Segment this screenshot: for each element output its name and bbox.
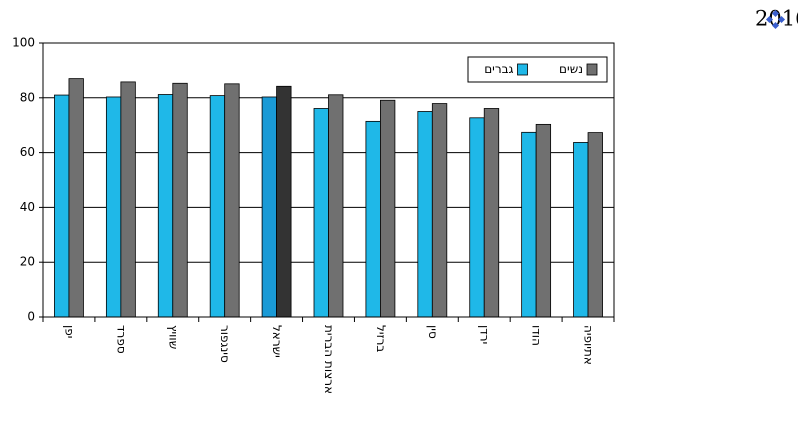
y-tick-label: 20 [20,255,35,269]
bar [469,117,485,318]
bar [483,108,500,318]
y-tick-label: 80 [20,90,35,104]
y-tick-label: 60 [20,145,35,159]
x-tick-label: סין [426,325,440,339]
legend-swatch [517,63,528,76]
x-tick-label: הודו [530,325,544,346]
legend-label: נשים [559,62,583,76]
x-tick-label: ירדן [478,325,492,344]
bar [573,142,589,318]
x-tick-label: יפן [62,325,76,338]
legend-swatch [586,63,598,76]
bar [261,96,277,318]
bar [209,95,226,318]
bar [120,81,136,318]
bar [313,108,329,318]
bar [172,82,188,318]
legend: גברים נשים [467,56,608,83]
bar [380,99,396,318]
x-tick-label: שוויץ [166,325,180,349]
bar [68,78,84,318]
bar [587,132,603,318]
bar [328,94,344,318]
bar [521,131,537,318]
x-tick-label: אתיופיה [582,325,596,365]
bar [54,94,70,318]
legend-box [467,56,608,83]
bar [417,111,433,318]
x-tick-label: ארצות הברית [322,325,336,394]
legend-label: גברים [484,62,513,76]
bar [224,83,240,318]
y-tick-label: 40 [20,200,35,214]
bar [535,123,552,318]
x-tick-label: ספרד [114,325,128,354]
bar [105,96,122,318]
title-bullet [765,9,786,30]
x-tick-label: ישראל [270,325,284,358]
x-tick-label: ברזיל [374,325,388,352]
bar [157,94,174,318]
y-tick-label: 0 [27,310,35,324]
x-tick-label: סינגפור [218,325,232,363]
bar [276,85,292,318]
y-tick-label: 100 [12,36,35,50]
plot-frame [42,42,615,318]
bar [431,103,448,318]
bar [365,120,381,318]
